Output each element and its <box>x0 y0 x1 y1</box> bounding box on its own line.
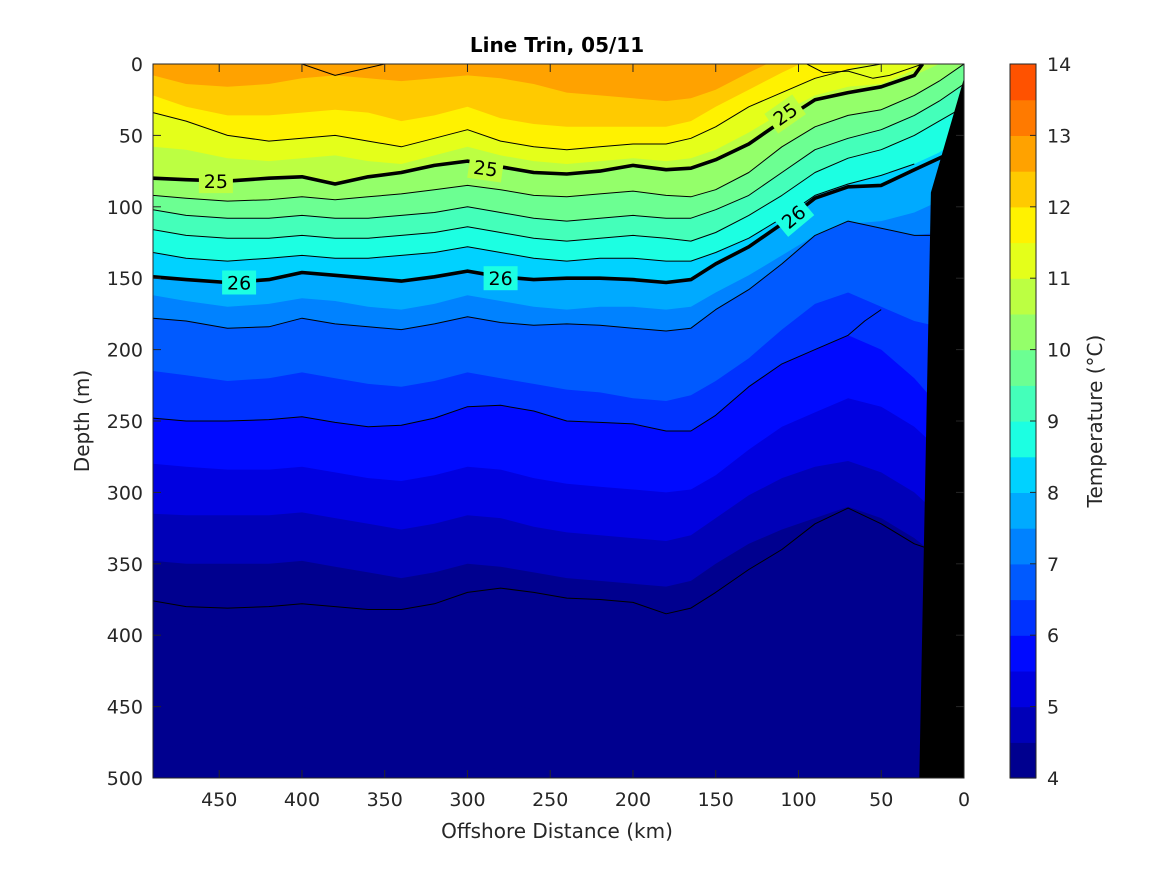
x-tick-label: 200 <box>615 789 651 811</box>
thin-contour-line <box>781 64 923 79</box>
colorbar-block <box>1010 599 1036 636</box>
colorbar-tick-label: 7 <box>1047 554 1059 576</box>
filled-contours <box>153 64 964 778</box>
colorbar-block <box>1010 349 1036 386</box>
colorbar-tick-label: 8 <box>1047 482 1059 504</box>
y-tick-label: 150 <box>107 268 143 290</box>
colorbar-tick-label: 6 <box>1047 625 1059 647</box>
y-tick-label: 250 <box>107 411 143 433</box>
y-tick-label: 400 <box>107 625 143 647</box>
colorbar-block <box>1010 563 1036 601</box>
y-tick-label: 500 <box>107 768 143 790</box>
colorbar-block <box>1010 528 1036 565</box>
colorbar-tick-label: 14 <box>1047 54 1071 76</box>
colorbar-label: Temperature (°C) <box>1083 335 1107 509</box>
colorbar-block <box>1010 456 1036 493</box>
colorbar-block <box>1010 135 1036 172</box>
colorbar-tick-label: 5 <box>1047 697 1059 719</box>
colorbar-ticks: 4 5 6 7 8 9 10 11 12 13 14 <box>1030 54 1071 790</box>
colorbar-tick-label: 13 <box>1047 125 1071 147</box>
y-axis-label: Depth (m) <box>70 370 94 472</box>
thin-contour-line <box>153 83 964 222</box>
colorbar-block <box>1010 421 1036 458</box>
colorbar-block <box>1010 242 1036 279</box>
colorbar-block <box>1010 64 1036 101</box>
thin-contour-line <box>153 106 964 242</box>
thin-contour-line <box>153 220 931 332</box>
y-tick-label: 100 <box>107 197 143 219</box>
colorbar-tick-label: 9 <box>1047 411 1059 433</box>
y-tick-label: 300 <box>107 482 143 504</box>
contour-label-background <box>764 94 807 134</box>
contour-label-group: 25 <box>198 169 233 194</box>
contour-label-background <box>467 153 505 183</box>
density-contour-26 <box>153 145 964 285</box>
contour-label: 25 <box>204 171 228 193</box>
colorbar-block <box>1010 635 1036 672</box>
contour-label: 25 <box>472 157 499 182</box>
contour-label-background <box>198 169 233 194</box>
thin-contour-line <box>153 64 964 202</box>
colorbar-block <box>1010 171 1036 208</box>
colorbar-tick-label: 12 <box>1047 197 1071 219</box>
colorbar-block <box>1010 742 1036 779</box>
x-tick-label: 50 <box>869 789 893 811</box>
colorbar-block <box>1010 278 1036 315</box>
contour-label-background <box>772 196 815 237</box>
x-tick-label: 250 <box>532 789 568 811</box>
x-tick-label: 350 <box>367 789 403 811</box>
density-contour-25 <box>153 64 925 186</box>
colorbar-tick-label: 4 <box>1047 768 1059 790</box>
contour-lines <box>153 64 964 615</box>
contour-label: 26 <box>227 273 251 295</box>
x-axis-ticks: 450 400 350 300 250 200 150 100 50 0 <box>201 64 970 811</box>
land-mask-shape <box>919 78 964 778</box>
chart-title: Line Trin, 05/11 <box>470 33 644 57</box>
x-tick-label: 150 <box>698 789 734 811</box>
contour-label-group: 26 <box>483 266 518 291</box>
colorbar-block <box>1010 670 1036 708</box>
contour-label: 26 <box>489 268 513 290</box>
colorbar-block <box>1010 706 1036 743</box>
thin-contour-line <box>153 309 882 432</box>
x-tick-label: 0 <box>958 789 970 811</box>
thin-contour-line <box>153 64 915 151</box>
x-tick-label: 100 <box>780 789 816 811</box>
land-mask <box>919 78 964 778</box>
contour-label-background <box>222 270 257 295</box>
colorbar: 4 5 6 7 8 9 10 11 12 13 14 Temperature (°C) <box>1009 54 1107 790</box>
thin-contour-line <box>153 507 932 615</box>
contour-label-group: 26 <box>222 270 257 295</box>
y-axis-ticks: 0 50 100 150 200 250 300 350 400 450 500 <box>107 54 964 790</box>
y-tick-label: 350 <box>107 554 143 576</box>
y-tick-label: 0 <box>131 54 143 76</box>
y-tick-label: 200 <box>107 340 143 362</box>
colorbar-blocks <box>1010 64 1036 779</box>
x-tick-label: 300 <box>449 789 485 811</box>
colorbar-block <box>1010 492 1036 529</box>
y-tick-label: 50 <box>119 125 143 147</box>
x-tick-label: 400 <box>284 789 320 811</box>
colorbar-tick-label: 10 <box>1047 340 1071 362</box>
colorbar-block <box>1010 99 1036 136</box>
y-tick-label: 450 <box>107 697 143 719</box>
temperature-band-fill <box>153 718 955 778</box>
contour-label-group: 25 <box>467 153 505 183</box>
colorbar-block <box>1010 313 1036 351</box>
colorbar-tick-label: 11 <box>1047 268 1071 290</box>
colorbar-block <box>1010 385 1036 422</box>
contour-label-background <box>483 266 518 291</box>
x-tick-label: 450 <box>201 789 237 811</box>
colorbar-block <box>1010 206 1036 244</box>
x-axis-label: Offshore Distance (km) <box>441 819 673 843</box>
thin-contour-line <box>219 64 931 76</box>
